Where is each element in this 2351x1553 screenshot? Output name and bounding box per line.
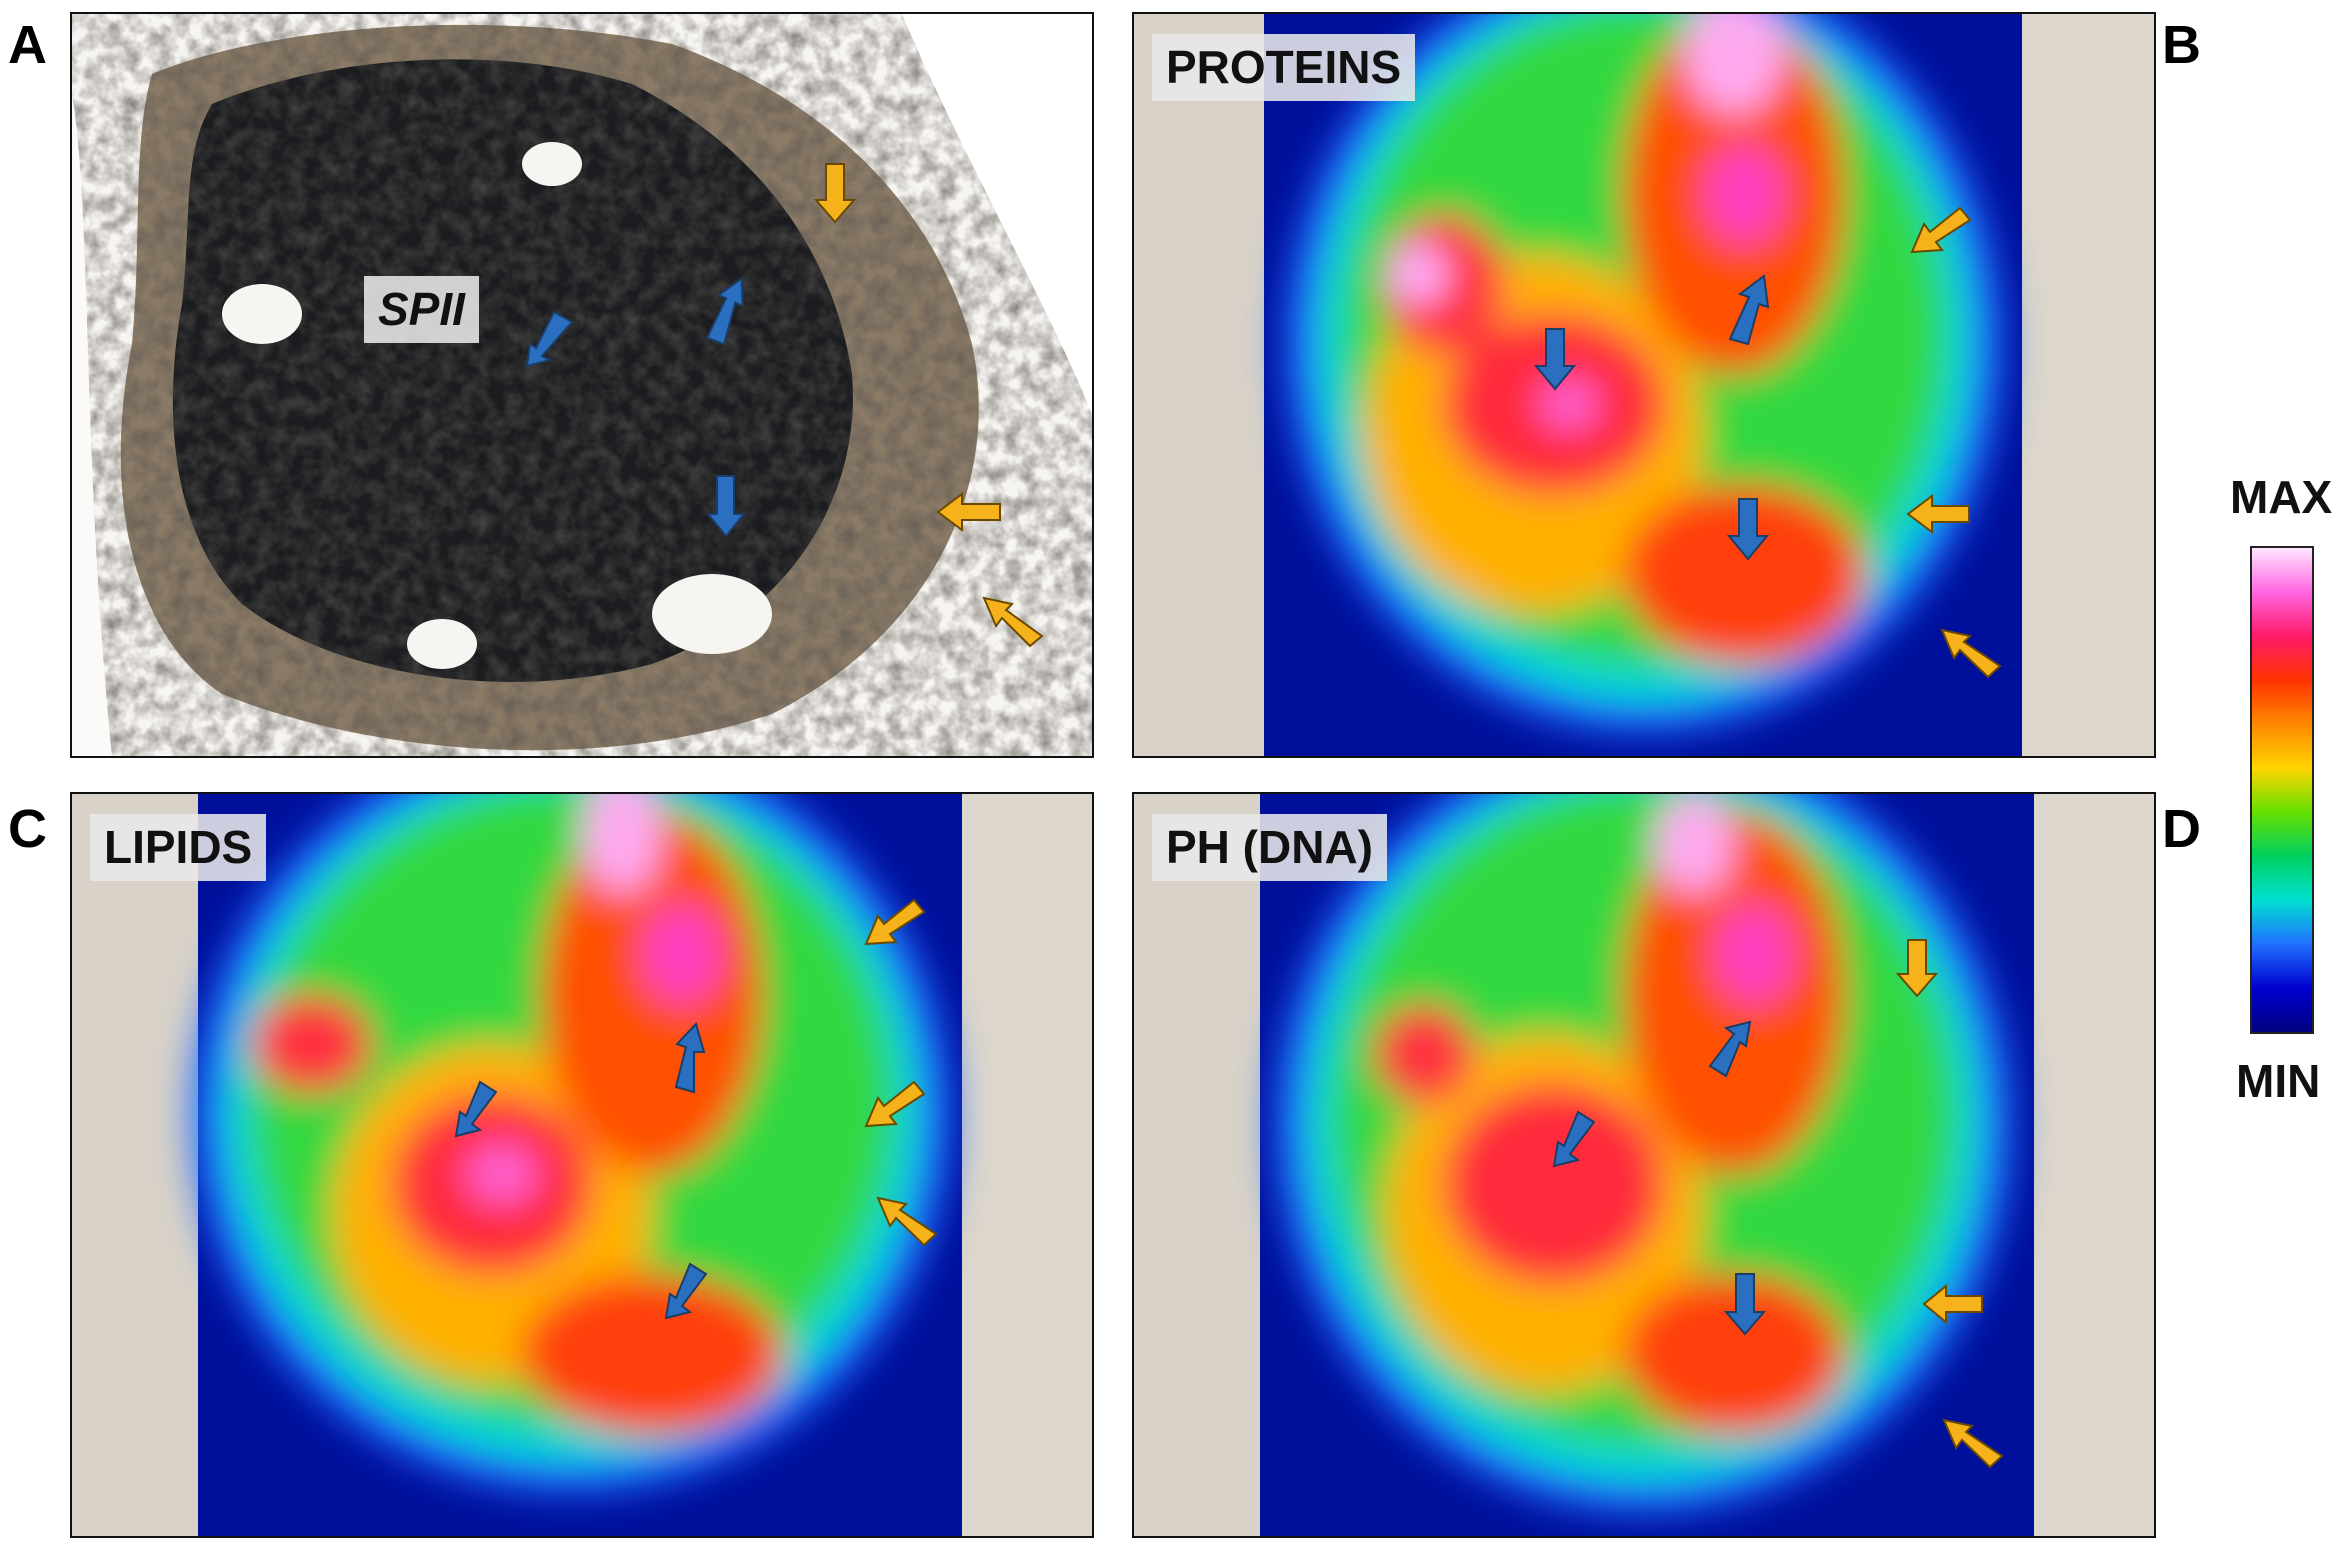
lipids-heatmap (72, 794, 1092, 1536)
label-lipids: LIPIDS (90, 814, 267, 881)
blue-arrow-icon (1728, 274, 1770, 346)
colorbar-min-label: MIN (2236, 1055, 2321, 1107)
blue-arrow-icon (1708, 1020, 1752, 1078)
orange-arrow-icon (876, 1196, 938, 1247)
blue-arrow-icon (1533, 328, 1577, 391)
blue-arrow-icon (1726, 498, 1770, 561)
label-ph-dna: PH (DNA) (1152, 814, 1387, 881)
panel-letter-b: B (2162, 15, 2201, 75)
panel-letter-a: A (8, 15, 47, 75)
arrow-layer-b (1533, 206, 2002, 679)
colorbar-max-label: MAX (2230, 471, 2333, 523)
label-proteins: PROTEINS (1152, 34, 1416, 101)
orange-arrow-icon (982, 596, 1044, 648)
micrograph-image (72, 14, 1092, 756)
panel-a-micrograph: SPII (70, 12, 1094, 758)
blue-arrow-icon (525, 310, 574, 368)
orange-arrow-icon (936, 492, 1001, 532)
panel-d-ph-dna: PH (DNA) (1132, 792, 2156, 1538)
ph-dna-heatmap (1134, 794, 2154, 1536)
proteins-heatmap (1134, 14, 2154, 756)
blue-arrow-icon (664, 1262, 708, 1320)
orange-arrow-icon (1910, 206, 1972, 254)
orange-arrow-icon (864, 1080, 926, 1128)
blue-arrow-icon (454, 1080, 498, 1138)
arrow-layer-a (525, 163, 1044, 648)
orange-arrow-icon (1906, 494, 1970, 534)
blue-arrow-icon (1723, 1273, 1767, 1336)
label-spii: SPII (364, 276, 479, 343)
panel-letter-c: C (8, 799, 47, 859)
orange-arrow-icon (813, 163, 857, 224)
blue-arrow-icon (705, 276, 744, 346)
panel-b-proteins: PROTEINS (1132, 12, 2156, 758)
blue-arrow-icon (1552, 1110, 1596, 1168)
orange-arrow-icon (1942, 1418, 2004, 1469)
blue-arrow-icon (705, 475, 747, 538)
orange-arrow-icon (1940, 628, 2002, 679)
blue-arrow-icon (674, 1022, 706, 1094)
arrow-layer-d (1552, 939, 2004, 1469)
orange-arrow-icon (1922, 1283, 1983, 1325)
colorbar (2250, 546, 2314, 1034)
panel-letter-d: D (2162, 799, 2201, 859)
orange-arrow-icon (1895, 939, 1939, 998)
orange-arrow-icon (864, 898, 926, 946)
panel-c-lipids: LIPIDS (70, 792, 1094, 1538)
arrow-layer-c (454, 898, 938, 1320)
